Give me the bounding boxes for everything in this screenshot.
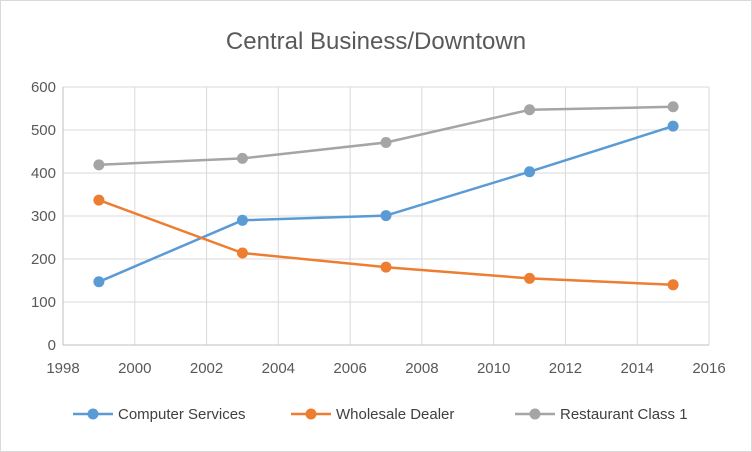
- y-tick-label: 300: [31, 208, 56, 225]
- x-tick-label: 1998: [46, 360, 79, 377]
- data-point: [93, 159, 105, 171]
- x-tick-label: 2014: [621, 360, 654, 377]
- series-restaurant-class-1: [93, 101, 679, 171]
- y-tick-label: 100: [31, 294, 56, 311]
- legend-label: Wholesale Dealer: [336, 406, 454, 423]
- x-tick-label: 2010: [477, 360, 510, 377]
- data-point: [667, 120, 679, 132]
- legend-label: Restaurant Class 1: [560, 406, 688, 423]
- data-point: [524, 166, 536, 178]
- data-point: [236, 247, 248, 259]
- x-tick-label: 2002: [190, 360, 223, 377]
- y-tick-label: 400: [31, 165, 56, 182]
- legend: Computer Services Wholesale Dealer Restaur…: [73, 406, 688, 423]
- x-tick-label: 2004: [262, 360, 295, 377]
- legend-swatch-marker: [87, 408, 99, 420]
- x-tick-label: 2012: [549, 360, 582, 377]
- legend-label: Computer Services: [118, 406, 246, 423]
- data-point: [380, 210, 392, 222]
- data-point: [667, 279, 679, 291]
- legend-swatch-marker: [305, 408, 317, 420]
- series-group: [93, 101, 679, 291]
- x-tick-label: 2016: [692, 360, 725, 377]
- series-computer-services: [93, 120, 679, 288]
- legend-item: Wholesale Dealer: [291, 406, 454, 423]
- data-point: [524, 272, 536, 284]
- series-line: [98, 124, 674, 283]
- data-point: [380, 261, 392, 273]
- legend-item: Restaurant Class 1: [515, 406, 688, 423]
- data-point: [236, 214, 248, 226]
- x-tick-label: 2000: [118, 360, 151, 377]
- x-tick-label: 2008: [405, 360, 438, 377]
- data-point: [236, 152, 248, 164]
- y-tick-label: 200: [31, 251, 56, 268]
- data-point: [380, 136, 392, 148]
- x-axis-ticks: 1998 2000 2002 2004 2006 2008 2010 2012 2014 2016: [46, 360, 725, 377]
- legend-swatch-marker: [529, 408, 541, 420]
- y-tick-label: 600: [31, 79, 56, 96]
- legend-item: Computer Services: [73, 406, 246, 423]
- series-line: [98, 105, 674, 167]
- x-tick-label: 2006: [333, 360, 366, 377]
- series-wholesale-dealer: [93, 194, 679, 291]
- y-tick-label: 500: [31, 122, 56, 139]
- data-point: [93, 194, 105, 206]
- y-tick-label: 0: [48, 337, 56, 354]
- data-point: [524, 104, 536, 116]
- y-axis-ticks: 0 100 200 300 400 500 600: [31, 79, 56, 354]
- chart-title: Central Business/Downtown: [226, 28, 526, 55]
- data-point: [667, 101, 679, 113]
- axes: [62, 87, 709, 346]
- data-point: [93, 276, 105, 288]
